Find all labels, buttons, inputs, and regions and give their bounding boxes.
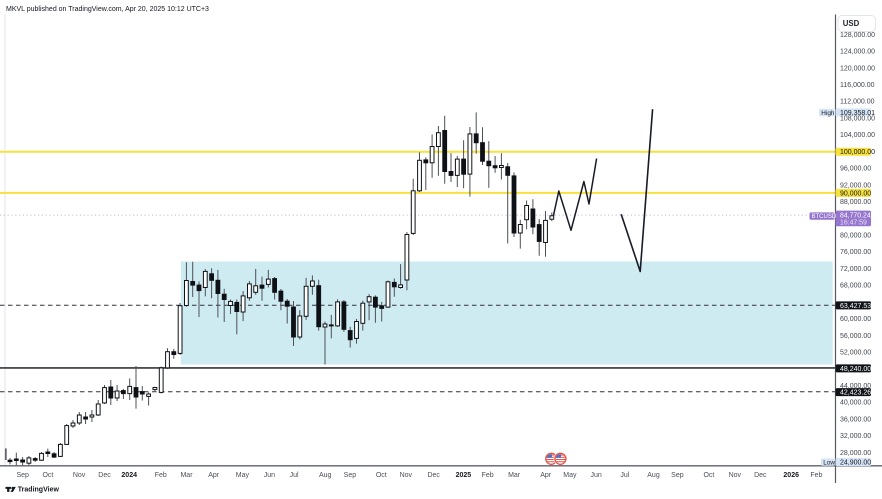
svg-text:Oct: Oct [703, 472, 714, 479]
svg-text:2026: 2026 [783, 472, 799, 479]
svg-text:120,000.00: 120,000.00 [840, 65, 875, 72]
svg-text:Oct: Oct [42, 472, 53, 479]
svg-text:Feb: Feb [810, 472, 822, 479]
svg-text:72,000.00: 72,000.00 [840, 266, 871, 273]
svg-text:109,358.01: 109,358.01 [840, 110, 875, 117]
svg-text:Jul: Jul [290, 472, 299, 479]
svg-text:128,000.00: 128,000.00 [840, 32, 875, 39]
svg-text:32,000.00: 32,000.00 [840, 433, 871, 440]
svg-text:36,000.00: 36,000.00 [840, 416, 871, 423]
svg-text:63,427.53: 63,427.53 [840, 303, 871, 310]
svg-text:124,000.00: 124,000.00 [840, 49, 875, 56]
svg-text:Feb: Feb [155, 472, 167, 479]
svg-text:Nov: Nov [400, 472, 413, 479]
svg-text:108,000.00: 108,000.00 [840, 116, 875, 123]
svg-text:Oct: Oct [376, 472, 387, 479]
svg-text:Low: Low [823, 459, 835, 466]
svg-text:May: May [236, 472, 250, 479]
svg-text:104,000.00: 104,000.00 [840, 132, 875, 139]
svg-text:48,240.00: 48,240.00 [840, 366, 871, 373]
svg-text:40,000.00: 40,000.00 [840, 400, 871, 407]
svg-text:TradingView: TradingView [18, 486, 60, 493]
svg-text:100,000.00: 100,000.00 [840, 149, 875, 156]
svg-text:USD: USD [843, 19, 860, 28]
svg-text:Dec: Dec [754, 472, 767, 479]
svg-text:76,000.00: 76,000.00 [840, 249, 871, 256]
svg-text:Dec: Dec [427, 472, 440, 479]
svg-text:16:47:59: 16:47:59 [840, 220, 867, 227]
svg-text:Dec: Dec [98, 472, 111, 479]
svg-text:Apr: Apr [208, 472, 220, 479]
svg-text:Nov: Nov [73, 472, 86, 479]
svg-text:Apr: Apr [540, 472, 552, 479]
svg-text:42,423.26: 42,423.26 [840, 390, 871, 397]
svg-text:92,000.00: 92,000.00 [840, 182, 871, 189]
svg-text:Jul: Jul [620, 472, 629, 479]
svg-text:44,000.00: 44,000.00 [840, 383, 871, 390]
svg-text:Mar: Mar [180, 472, 193, 479]
svg-text:68,000.00: 68,000.00 [840, 283, 871, 290]
svg-text:Nov: Nov [729, 472, 742, 479]
svg-text:96,000.00: 96,000.00 [840, 166, 871, 173]
svg-text:2024: 2024 [121, 472, 137, 479]
svg-text:24,900.00: 24,900.00 [840, 459, 871, 466]
svg-text:BTCUSD: BTCUSD [812, 214, 837, 220]
svg-text:MKVL published on TradingView.: MKVL published on TradingView.com, Apr 2… [6, 6, 209, 13]
svg-text:56,000.00: 56,000.00 [840, 333, 871, 340]
svg-text:52,000.00: 52,000.00 [840, 350, 871, 357]
svg-text:Aug: Aug [319, 472, 332, 479]
svg-text:60,000.00: 60,000.00 [840, 316, 871, 323]
svg-text:Sep: Sep [344, 472, 357, 479]
svg-text:Aug: Aug [647, 472, 660, 479]
svg-text:Sep: Sep [671, 472, 684, 479]
svg-text:28,000.00: 28,000.00 [840, 450, 871, 457]
svg-text:Feb: Feb [482, 472, 494, 479]
svg-text:2025: 2025 [456, 472, 472, 479]
svg-text:May: May [563, 472, 577, 479]
svg-text:Sep: Sep [16, 472, 29, 479]
svg-text:Jun: Jun [264, 472, 275, 479]
svg-text:90,000.00: 90,000.00 [840, 190, 871, 197]
svg-text:116,000.00: 116,000.00 [840, 82, 875, 89]
svg-text:Jun: Jun [590, 472, 601, 479]
svg-text:88,000.00: 88,000.00 [840, 199, 871, 206]
svg-text:High: High [821, 110, 835, 117]
svg-text:84,770.24: 84,770.24 [840, 213, 871, 220]
svg-text:80,000.00: 80,000.00 [840, 233, 871, 240]
svg-text:Mar: Mar [508, 472, 521, 479]
svg-text:112,000.00: 112,000.00 [840, 99, 875, 106]
